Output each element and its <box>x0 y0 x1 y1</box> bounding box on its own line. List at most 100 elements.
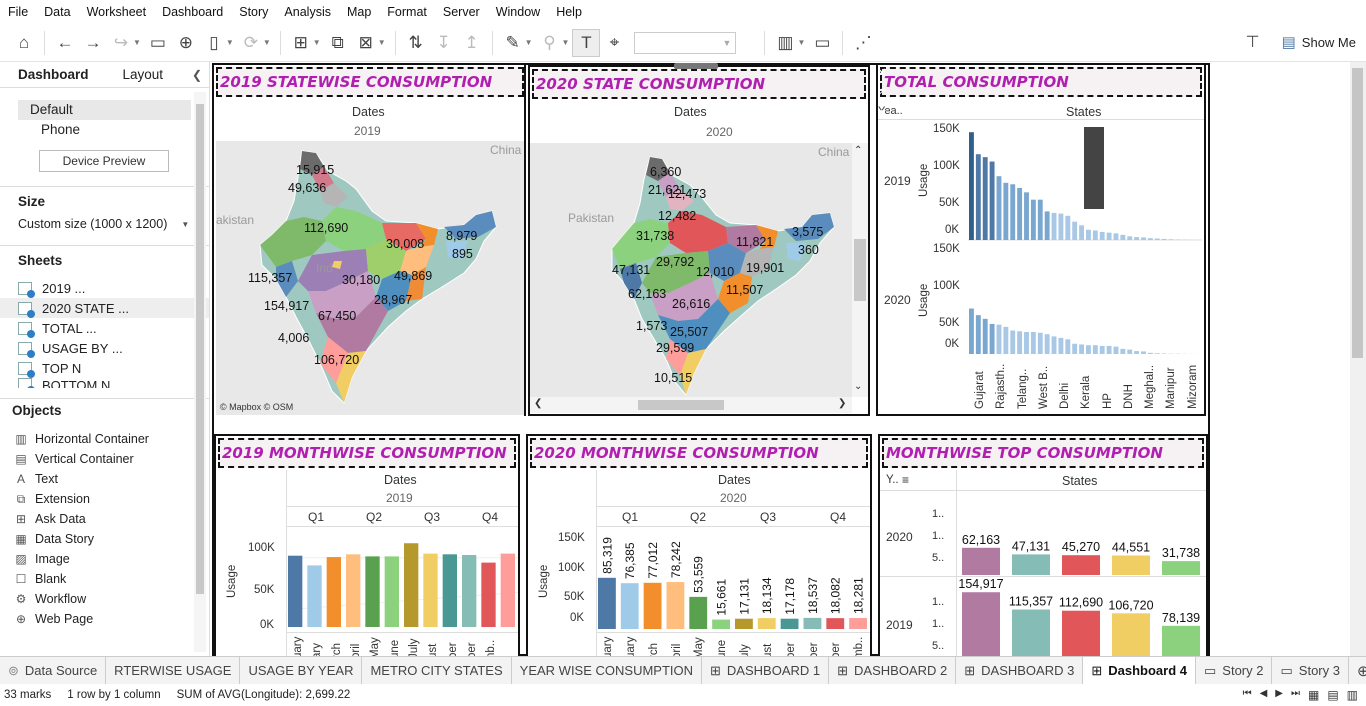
highlight-icon[interactable]: ✎ <box>505 32 520 52</box>
fit-dropdown[interactable]: ▼ <box>634 31 737 54</box>
next-page-icon[interactable]: ▶ <box>1275 688 1283 699</box>
show-cards-icon[interactable]: ▥ <box>777 32 794 52</box>
scroll-right-icon[interactable]: ❯ <box>838 398 847 409</box>
menu-story[interactable]: Story <box>239 5 269 19</box>
tab-layout[interactable]: Layout <box>122 67 164 82</box>
object-item[interactable]: ▨ Image <box>0 549 209 569</box>
menu-server[interactable]: Server <box>442 5 480 19</box>
object-item[interactable]: ▥ Horizontal Container <box>0 429 209 449</box>
tab-dashboard[interactable]: ⊞ DASHBOARD 3 <box>956 656 1084 685</box>
scroll-down-icon[interactable]: ⌄ <box>854 381 863 392</box>
sheet-item[interactable]: 2019 ... <box>0 278 209 298</box>
menu-map[interactable]: Map <box>346 5 372 19</box>
total-consumption-zone[interactable]: TOTAL CONSUMPTION Yea.. States 2019 2020… <box>876 65 1206 416</box>
map-2020[interactable]: China Pakistan 6,360 21,621 12,473 12,48… <box>530 143 852 397</box>
scroll-thumb[interactable] <box>638 400 724 410</box>
scroll-up-icon[interactable]: ⌃ <box>854 145 863 156</box>
canvas-scroll-thumb[interactable] <box>1352 68 1363 358</box>
show-me-button[interactable]: ⊤ ▤ Show Me <box>1246 32 1356 52</box>
drag-handle[interactable] <box>674 63 718 69</box>
menu-window[interactable]: Window <box>495 5 541 19</box>
tab-sheet[interactable]: METRO CITY STATES <box>362 656 512 685</box>
first-page-icon[interactable]: ⏮ <box>1242 688 1252 699</box>
sort-descending-icon[interactable]: ↥ <box>464 32 479 52</box>
tab-dashboard[interactable]: ⊞ DASHBOARD 1 <box>702 656 830 685</box>
close-icon[interactable]: ✕ <box>876 65 888 80</box>
swap-icon[interactable]: ⇅ <box>408 32 423 52</box>
presentation-icon[interactable]: ▭ <box>814 32 831 52</box>
tab-story[interactable]: ▭ Story 3 <box>1272 656 1349 685</box>
prev-page-icon[interactable]: ◀ <box>1259 688 1268 699</box>
new-datasource-icon[interactable]: ⊕ <box>178 32 194 52</box>
tab-sheet[interactable]: RTERWISE USAGE <box>106 656 241 685</box>
scroll-left-icon[interactable]: ❮ <box>534 398 543 409</box>
sheet-item[interactable]: TOTAL ... <box>0 318 209 338</box>
new-worksheet-icon[interactable]: ⊞ <box>293 32 308 52</box>
month-2019-zone[interactable]: 2019 MONTHWISE CONSUMPTION Dates 2019 Q1… <box>214 434 520 660</box>
save-icon[interactable]: ▭ <box>149 32 166 52</box>
map-2019-zone[interactable]: 2019 STATEWISE CONSUMPTION Dates 2019 <box>214 65 526 416</box>
filmstrip-view-icon[interactable]: ▥ <box>1346 688 1358 702</box>
object-item[interactable]: ⊞ Ask Data <box>0 509 209 529</box>
new-worksheet-icon[interactable]: ⊕ <box>1356 662 1366 680</box>
sheet-item[interactable]: BOTTOM N <box>0 378 209 388</box>
sort-ascending-icon[interactable]: ↧ <box>436 32 451 52</box>
sort-icon[interactable]: ≡ <box>902 473 910 487</box>
device-default[interactable]: Default <box>18 100 191 120</box>
menu-file[interactable]: File <box>8 5 29 19</box>
menu-data[interactable]: Data <box>44 5 71 19</box>
undo-icon[interactable]: ← <box>56 32 74 52</box>
go-to-sheet-icon[interactable]: ↗ <box>877 86 887 98</box>
object-item[interactable]: A Text <box>0 469 209 489</box>
menu-analysis[interactable]: Analysis <box>284 5 331 19</box>
object-item[interactable]: ⧉ Extension <box>0 489 209 509</box>
object-item[interactable]: ▦ Data Story <box>0 529 209 549</box>
object-item[interactable]: ⊕ Web Page <box>0 609 209 629</box>
device-phone[interactable]: Phone <box>41 122 81 137</box>
map-vertical-scrollbar[interactable]: ⌃ ⌄ <box>852 143 868 397</box>
menu-help[interactable]: Help <box>556 5 582 19</box>
tab-dashboard-active[interactable]: ⊞ Dashboard 4 <box>1083 656 1196 685</box>
map-2019[interactable]: China akistan Ind 15,915 49,636 112,690 … <box>216 141 524 415</box>
map-2020-zone[interactable]: 2020 STATE CONSUMPTION Dates 2020 <box>528 63 870 416</box>
sheet-item[interactable]: 2020 STATE ... <box>0 298 209 318</box>
object-item[interactable]: ☐ Blank <box>0 569 209 589</box>
clear-sheet-icon[interactable]: ⊠ <box>358 32 373 52</box>
collapse-icon[interactable]: ❮ <box>192 68 203 82</box>
sheet-item[interactable]: USAGE BY ... <box>0 338 209 358</box>
menu-worksheet[interactable]: Worksheet <box>86 5 147 19</box>
pause-update-icon[interactable]: ▯ <box>209 32 219 52</box>
tab-dashboard[interactable]: Dashboard <box>18 67 89 82</box>
size-dropdown[interactable]: Custom size (1000 x 1200) ▼ <box>0 217 209 231</box>
tab-story[interactable]: ▭ Story 2 <box>1196 656 1273 685</box>
list-view-icon[interactable]: ▤ <box>1327 688 1339 702</box>
sheet-item[interactable]: TOP N <box>0 358 209 378</box>
fix-axes-icon[interactable]: ⌖ <box>609 32 620 52</box>
object-item[interactable]: ▤ Vertical Container <box>0 449 209 469</box>
menu-dashboard[interactable]: Dashboard <box>162 5 224 19</box>
redo-icon[interactable]: → <box>84 32 102 52</box>
more-options-icon[interactable]: ▼ <box>877 127 887 137</box>
show-labels-icon[interactable]: T <box>572 28 601 57</box>
duplicate-icon[interactable]: ⧉ <box>331 32 344 52</box>
refresh-icon[interactable]: ⟳ <box>243 32 258 52</box>
sidebar-scroll-thumb[interactable] <box>196 104 204 594</box>
group-icon[interactable]: ⚲ <box>543 32 556 52</box>
menu-format[interactable]: Format <box>387 5 427 19</box>
tab-sheet[interactable]: YEAR WISE CONSUMPTION <box>512 656 703 685</box>
tab-data-source[interactable]: ⊚ Data Source <box>0 656 107 685</box>
last-page-icon[interactable]: ⏭ <box>1290 688 1300 699</box>
map-horizontal-scrollbar[interactable]: ❮ ❯ <box>530 397 852 413</box>
tab-sheet[interactable]: USAGE BY YEAR <box>240 656 363 685</box>
device-preview-button[interactable]: Device Preview <box>39 150 169 172</box>
tab-dashboard[interactable]: ⊞ DASHBOARD 2 <box>829 656 957 685</box>
monthwise-top-zone[interactable]: MONTHWISE TOP CONSUMPTION Y.. ≡ States 2… <box>878 434 1208 660</box>
object-item[interactable]: ⚙ Workflow <box>0 589 209 609</box>
grid-view-icon[interactable]: ▦ <box>1307 688 1320 702</box>
replay-icon[interactable]: ↪ <box>113 32 129 52</box>
home-icon[interactable]: ⌂ <box>18 32 30 52</box>
filter-icon[interactable]: ⏷ <box>877 105 887 119</box>
share-icon[interactable]: ⋰ <box>854 32 872 52</box>
scroll-thumb[interactable] <box>854 239 866 301</box>
month-2020-zone[interactable]: 2020 MONTHWISE CONSUMPTION Dates 2020 Q1… <box>526 434 872 660</box>
